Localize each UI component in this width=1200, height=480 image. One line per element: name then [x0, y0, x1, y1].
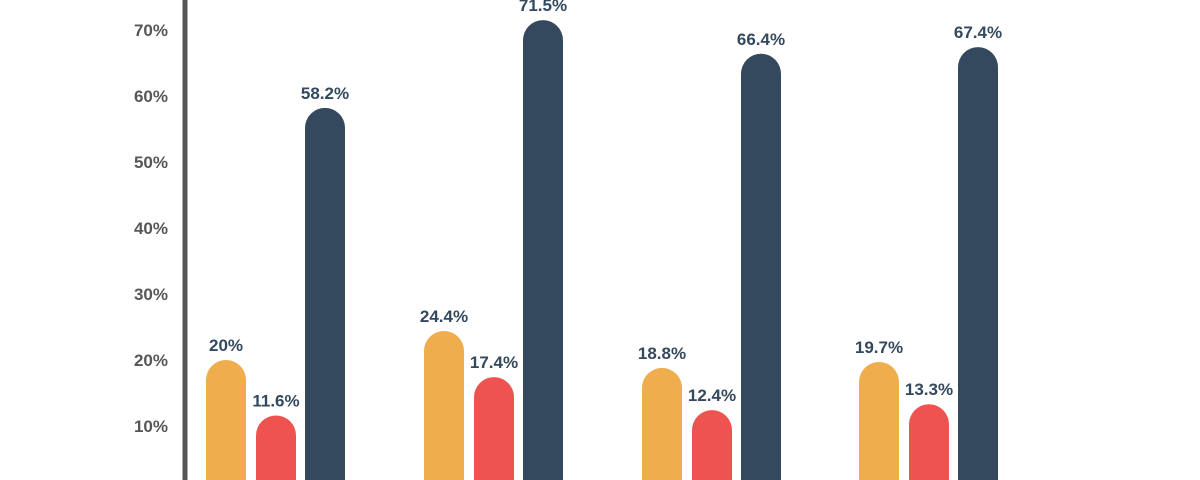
bar [642, 368, 682, 480]
value-label: 67.4% [954, 23, 1002, 42]
value-label: 58.2% [301, 84, 349, 103]
bar [474, 377, 514, 480]
bar [206, 360, 246, 480]
value-label: 12.4% [688, 386, 736, 405]
bar [523, 20, 563, 480]
y-tick-label: 40% [134, 219, 168, 238]
y-tick-label: 70% [134, 21, 168, 40]
bar [692, 410, 732, 480]
y-axis-ticks: 10% 20% 30% 40% 50% 60% 70% [134, 21, 168, 436]
y-tick-label: 20% [134, 351, 168, 370]
bar [859, 362, 899, 480]
bar [256, 415, 296, 480]
bar [909, 404, 949, 480]
value-label: 71.5% [519, 0, 567, 15]
bar [741, 53, 781, 480]
bars [206, 20, 998, 480]
value-label: 24.4% [420, 307, 468, 326]
value-label: 66.4% [737, 30, 785, 49]
bar [424, 331, 464, 480]
y-tick-label: 60% [134, 87, 168, 106]
value-label: 13.3% [905, 380, 953, 399]
y-tick-label: 50% [134, 153, 168, 172]
value-label: 11.6% [252, 391, 299, 410]
value-labels: 20% 24.4% 18.8% 19.7% 11.6% 17.4% 12.4% 13.3% 58… [209, 0, 1002, 410]
value-label: 18.8% [638, 344, 686, 363]
value-label: 17.4% [470, 353, 518, 372]
value-label: 20% [209, 336, 243, 355]
bar [305, 107, 345, 480]
y-tick-label: 10% [134, 417, 168, 436]
bar [958, 47, 998, 480]
y-tick-label: 30% [134, 285, 168, 304]
value-label: 19.7% [855, 338, 903, 357]
